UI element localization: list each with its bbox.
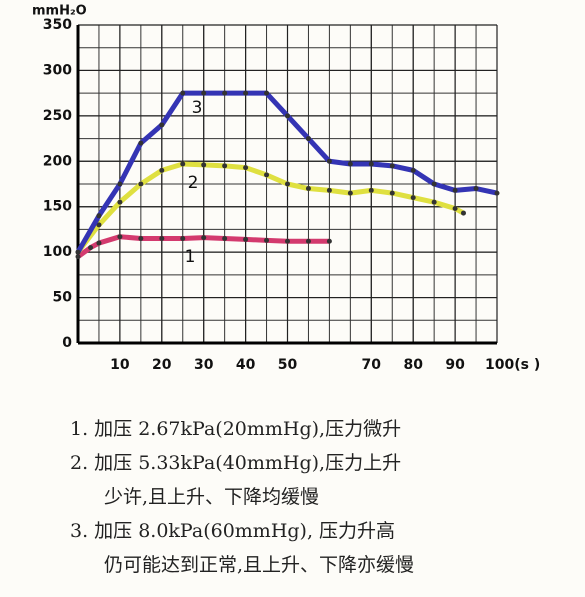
y-tick-label: 0: [62, 335, 72, 351]
data-point: [117, 181, 123, 187]
data-point: [460, 210, 466, 216]
y-tick-label: 200: [43, 153, 72, 169]
data-point: [222, 163, 228, 169]
y-tick-label: 150: [43, 199, 72, 215]
data-point: [326, 187, 332, 193]
note-line: 2. 加压 5.33kPa(40mmHg),压力上升: [70, 452, 402, 474]
x-tick-label: 20: [152, 357, 172, 373]
data-point: [410, 167, 416, 173]
data-point: [222, 236, 228, 242]
data-point: [452, 187, 458, 193]
data-point: [410, 195, 416, 201]
data-point: [117, 199, 123, 205]
series-label: 3: [192, 98, 203, 118]
data-point: [264, 90, 270, 96]
x-tick-label: 80: [403, 357, 423, 373]
x-tick-label: 100(s ): [485, 357, 540, 373]
data-point: [96, 222, 102, 228]
data-point: [243, 236, 249, 242]
data-point: [222, 90, 228, 96]
data-point: [88, 245, 94, 251]
data-point: [180, 236, 186, 242]
data-point: [431, 199, 437, 205]
data-point: [159, 236, 165, 242]
data-point: [138, 140, 144, 146]
series-label: 1: [185, 247, 196, 267]
y-tick-label: 100: [43, 244, 72, 260]
y-tick-label: 300: [43, 62, 72, 78]
data-point: [305, 186, 311, 192]
data-point: [75, 254, 81, 260]
data-point: [138, 181, 144, 187]
data-point: [473, 186, 479, 192]
data-point: [326, 238, 332, 244]
data-point: [305, 238, 311, 244]
data-point: [117, 234, 123, 240]
data-point: [180, 90, 186, 96]
x-tick-label: 50: [278, 357, 298, 373]
data-point: [264, 237, 270, 243]
data-point: [347, 161, 353, 167]
data-point: [368, 187, 374, 193]
series-label: 2: [188, 173, 199, 193]
x-tick-label: 10: [110, 357, 130, 373]
data-point: [201, 90, 207, 96]
data-point: [347, 190, 353, 196]
x-tick-label: 90: [445, 357, 465, 373]
data-point: [389, 163, 395, 169]
notes: 1. 加压 2.67kPa(20mmHg),压力微升 2. 加压 5.33kPa(…: [70, 412, 575, 582]
y-tick-label: 250: [43, 108, 72, 124]
data-point: [96, 213, 102, 219]
chart: mmH₂O 0 50 100 150 200 250 300 350 10 20 30 40 50 70 8…: [32, 4, 540, 374]
y-tick-label: 350: [43, 17, 72, 33]
data-point: [159, 122, 165, 128]
data-point: [138, 236, 144, 242]
data-point: [285, 238, 290, 244]
data-point: [243, 165, 249, 171]
data-point: [285, 113, 290, 119]
x-tick-label: 70: [362, 357, 382, 373]
x-tick-label: 40: [236, 357, 256, 373]
data-point: [305, 136, 311, 142]
data-point: [96, 240, 102, 246]
y-tick-label: 50: [53, 290, 73, 306]
data-point: [452, 206, 458, 212]
data-point: [180, 161, 186, 167]
note-line: 1. 加压 2.67kPa(20mmHg),压力微升: [70, 418, 402, 440]
note-line: 3. 加压 8.0kPa(60mmHg), 压力升高: [70, 520, 396, 542]
data-point: [264, 172, 270, 178]
data-point: [285, 181, 290, 187]
data-point: [368, 161, 374, 167]
note-line: 仍可能达到正常,且上升、下降亦缓慢: [104, 554, 415, 576]
series-line: [76, 234, 330, 259]
data-point: [494, 190, 500, 196]
x-tick-label: 30: [194, 357, 214, 373]
note-line: 少许,且上升、下降均缓慢: [104, 486, 320, 508]
data-point: [431, 181, 437, 187]
data-point: [326, 158, 332, 164]
data-point: [201, 235, 207, 241]
series-line: [76, 161, 465, 254]
data-point: [159, 167, 165, 173]
y-axis-label: mmH₂O: [32, 4, 87, 19]
data-point: [201, 162, 207, 168]
data-point: [389, 190, 395, 196]
data-point: [243, 90, 249, 96]
data-point: [75, 249, 81, 255]
